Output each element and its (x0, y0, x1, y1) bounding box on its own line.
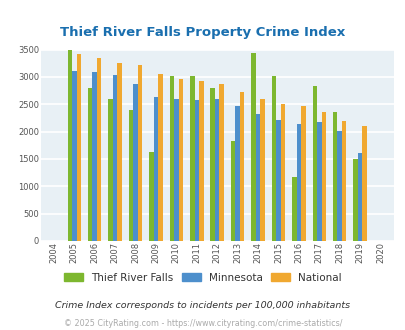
Bar (149, 152, 153, 241)
Bar (97, 58, 101, 241)
Bar (275, 120, 280, 241)
Bar (72, 71, 77, 241)
Bar (92, 73, 97, 241)
Bar (357, 153, 362, 241)
Bar (296, 124, 301, 241)
Bar (77, 54, 81, 241)
Bar (352, 159, 357, 241)
Bar (190, 76, 194, 241)
Bar (158, 74, 162, 241)
Bar (332, 112, 337, 241)
Bar (169, 76, 174, 241)
Bar (239, 92, 244, 241)
Bar (337, 131, 341, 241)
Bar (128, 110, 133, 241)
Bar (117, 63, 121, 241)
Bar (260, 99, 264, 241)
Bar (210, 88, 214, 241)
Bar (113, 75, 117, 241)
Bar (292, 177, 296, 241)
Bar (280, 104, 284, 241)
Bar (321, 112, 325, 241)
Bar (88, 88, 92, 241)
Bar (312, 85, 316, 241)
Bar (174, 99, 178, 241)
Bar (255, 114, 260, 241)
Bar (67, 50, 72, 241)
Bar (316, 122, 321, 241)
Bar (153, 97, 158, 241)
Bar (271, 76, 275, 241)
Bar (178, 79, 183, 241)
Bar (137, 65, 142, 241)
Bar (194, 100, 198, 241)
Text: Thief River Falls Property Crime Index: Thief River Falls Property Crime Index (60, 26, 345, 39)
Bar (230, 141, 235, 241)
Bar (341, 120, 345, 241)
Bar (301, 106, 305, 241)
Text: © 2025 CityRating.com - https://www.cityrating.com/crime-statistics/: © 2025 CityRating.com - https://www.city… (64, 319, 341, 328)
Bar (235, 106, 239, 241)
Text: Crime Index corresponds to incidents per 100,000 inhabitants: Crime Index corresponds to incidents per… (55, 301, 350, 310)
Bar (214, 99, 219, 241)
Bar (362, 126, 366, 241)
Legend: Thief River Falls, Minnesota, National: Thief River Falls, Minnesota, National (60, 269, 345, 287)
Bar (219, 84, 224, 241)
Bar (133, 84, 137, 241)
Bar (198, 81, 203, 241)
Bar (251, 53, 255, 241)
Bar (108, 99, 113, 241)
